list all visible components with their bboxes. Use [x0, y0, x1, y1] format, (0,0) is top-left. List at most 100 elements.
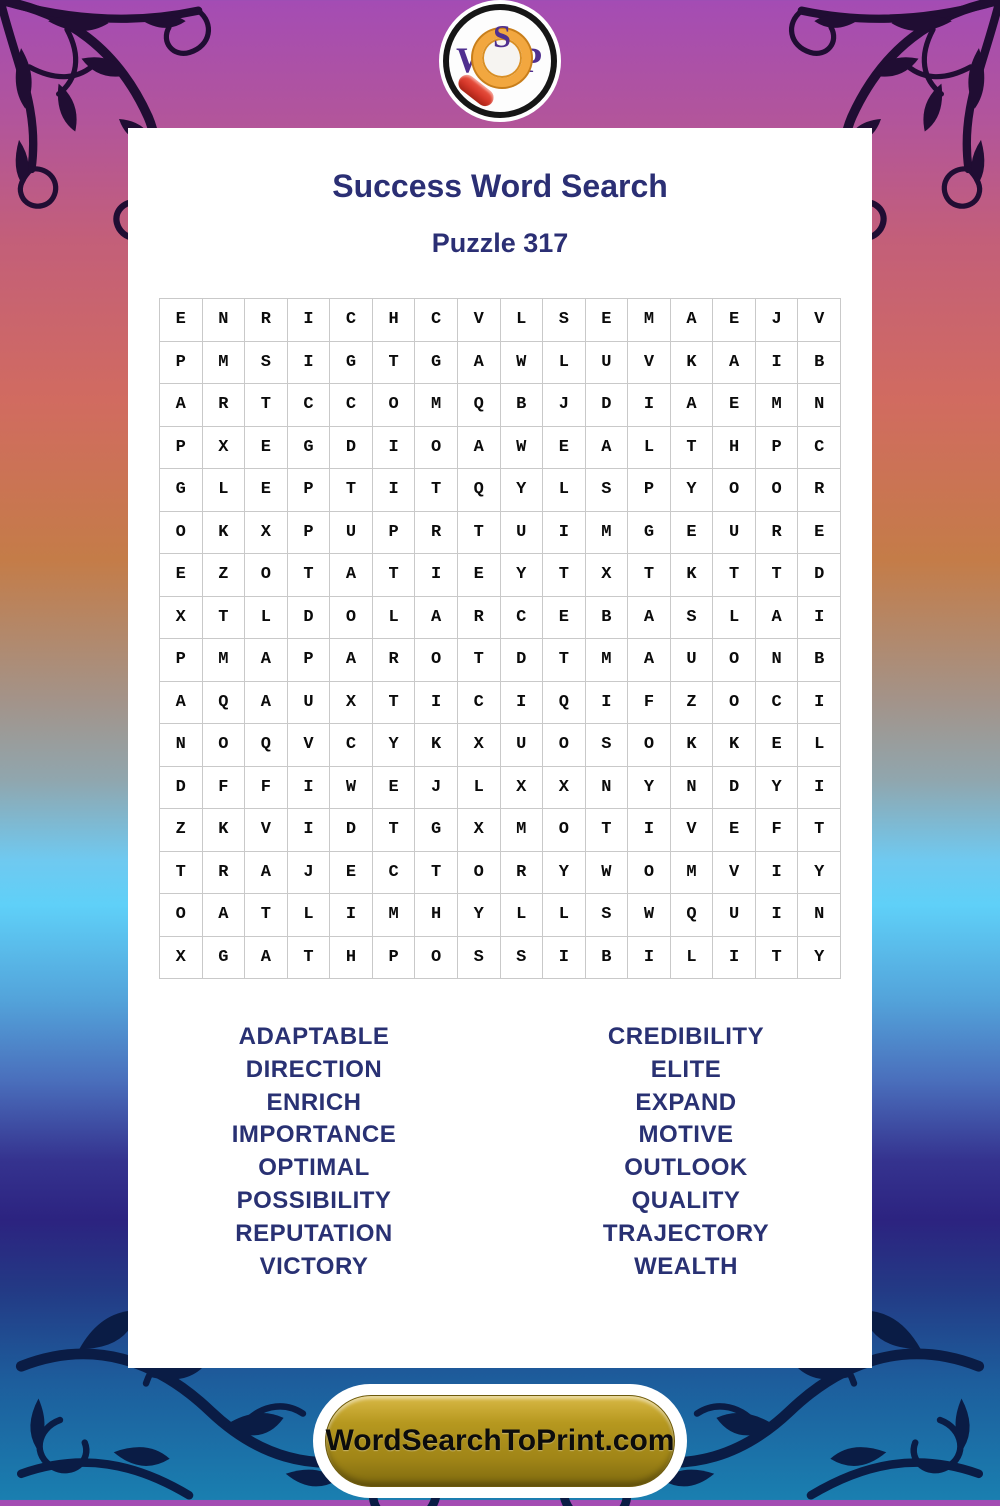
- grid-cell: X: [160, 596, 203, 639]
- grid-cell: S: [500, 936, 544, 979]
- grid-cell: D: [798, 554, 841, 597]
- grid-cell: W: [585, 851, 629, 894]
- grid-cell: T: [755, 936, 799, 979]
- grid-cell: M: [500, 809, 544, 852]
- grid-cell: Q: [457, 384, 501, 427]
- grid-cell: I: [628, 384, 671, 427]
- grid-cell: E: [245, 469, 288, 512]
- word-list-left-column: ADAPTABLE DIRECTION ENRICH IMPORTANCE OPTIMA…: [128, 1021, 500, 1283]
- grid-cell: Z: [202, 554, 246, 597]
- grid-cell: G: [415, 341, 458, 384]
- grid-cell: P: [160, 426, 203, 469]
- grid-cell: I: [287, 341, 331, 384]
- grid-cell: I: [755, 341, 799, 384]
- grid-cell: I: [585, 681, 629, 724]
- grid-cell: Z: [670, 681, 714, 724]
- grid-cell: A: [415, 596, 458, 639]
- grid-cell: P: [160, 341, 203, 384]
- grid-cell: S: [457, 936, 501, 979]
- grid-cell: N: [798, 894, 841, 937]
- grid-cell: A: [160, 681, 203, 724]
- grid-cell: K: [415, 724, 458, 767]
- grid-cell: N: [798, 384, 841, 427]
- grid-cell: A: [755, 596, 799, 639]
- grid-cell: X: [160, 936, 203, 979]
- grid-cell: I: [415, 554, 458, 597]
- grid-cell: E: [755, 724, 799, 767]
- word-list-item: ENRICH: [266, 1088, 362, 1116]
- grid-cell: D: [713, 766, 756, 809]
- grid-cell: Y: [798, 851, 841, 894]
- grid-cell: B: [585, 936, 629, 979]
- grid-cell: L: [500, 894, 544, 937]
- grid-cell: J: [543, 384, 586, 427]
- grid-cell: I: [287, 766, 331, 809]
- grid-cell: D: [287, 596, 331, 639]
- grid-cell: M: [755, 384, 799, 427]
- grid-cell: I: [330, 894, 373, 937]
- grid-cell: E: [543, 596, 586, 639]
- grid-cell: I: [287, 299, 331, 342]
- grid-cell: I: [543, 511, 586, 554]
- grid-cell: N: [755, 639, 799, 682]
- grid-cell: K: [670, 341, 714, 384]
- grid-cell: M: [670, 851, 714, 894]
- grid-cell: T: [628, 554, 671, 597]
- grid-cell: T: [798, 809, 841, 852]
- grid-cell: N: [160, 724, 203, 767]
- grid-cell: I: [798, 681, 841, 724]
- grid-cell: E: [585, 299, 629, 342]
- grid-cell: E: [372, 766, 416, 809]
- grid-cell: A: [670, 299, 714, 342]
- grid-cell: T: [713, 554, 756, 597]
- grid-cell: A: [457, 341, 501, 384]
- grid-cell: I: [713, 936, 756, 979]
- grid-cell: O: [415, 936, 458, 979]
- word-list-item: ELITE: [650, 1055, 722, 1083]
- grid-cell: I: [543, 936, 586, 979]
- grid-cell: A: [245, 639, 288, 682]
- magnifier-icon: S: [473, 18, 531, 87]
- grid-cell: E: [457, 554, 501, 597]
- grid-cell: K: [202, 511, 246, 554]
- grid-cell: A: [330, 639, 373, 682]
- site-button[interactable]: WordSearchToPrint.com: [325, 1395, 675, 1487]
- grid-cell: K: [202, 809, 246, 852]
- grid-cell: M: [372, 894, 416, 937]
- grid-cell: T: [670, 426, 714, 469]
- grid-cell: U: [500, 724, 544, 767]
- word-list-item: REPUTATION: [235, 1219, 393, 1247]
- grid-cell: E: [713, 384, 756, 427]
- grid-cell: O: [713, 681, 756, 724]
- grid-cell: U: [287, 681, 331, 724]
- grid-cell: O: [245, 554, 288, 597]
- grid-cell: Q: [670, 894, 714, 937]
- grid-cell: O: [415, 639, 458, 682]
- grid-cell: B: [798, 639, 841, 682]
- grid-cell: Y: [628, 766, 671, 809]
- grid-cell: S: [585, 469, 629, 512]
- grid-cell: C: [755, 681, 799, 724]
- grid-cell: F: [755, 809, 799, 852]
- grid-cell: O: [330, 596, 373, 639]
- grid-cell: X: [585, 554, 629, 597]
- grid-cell: F: [202, 766, 246, 809]
- grid-cell: T: [160, 851, 203, 894]
- grid-cell: T: [245, 894, 288, 937]
- grid-cell: P: [287, 511, 331, 554]
- grid-cell: N: [585, 766, 629, 809]
- grid-cell: I: [500, 681, 544, 724]
- grid-cell: D: [160, 766, 203, 809]
- word-list-item: VICTORY: [259, 1252, 369, 1280]
- word-list-item: CREDIBILITY: [607, 1023, 765, 1050]
- grid-cell: I: [372, 426, 416, 469]
- grid-cell: O: [160, 511, 203, 554]
- grid-cell: D: [500, 639, 544, 682]
- grid-cell: C: [457, 681, 501, 724]
- word-list-item: QUALITY: [631, 1186, 741, 1214]
- grid-cell: P: [372, 936, 416, 979]
- grid-cell: A: [160, 384, 203, 427]
- grid-cell: L: [245, 596, 288, 639]
- grid-cell: Q: [457, 469, 501, 512]
